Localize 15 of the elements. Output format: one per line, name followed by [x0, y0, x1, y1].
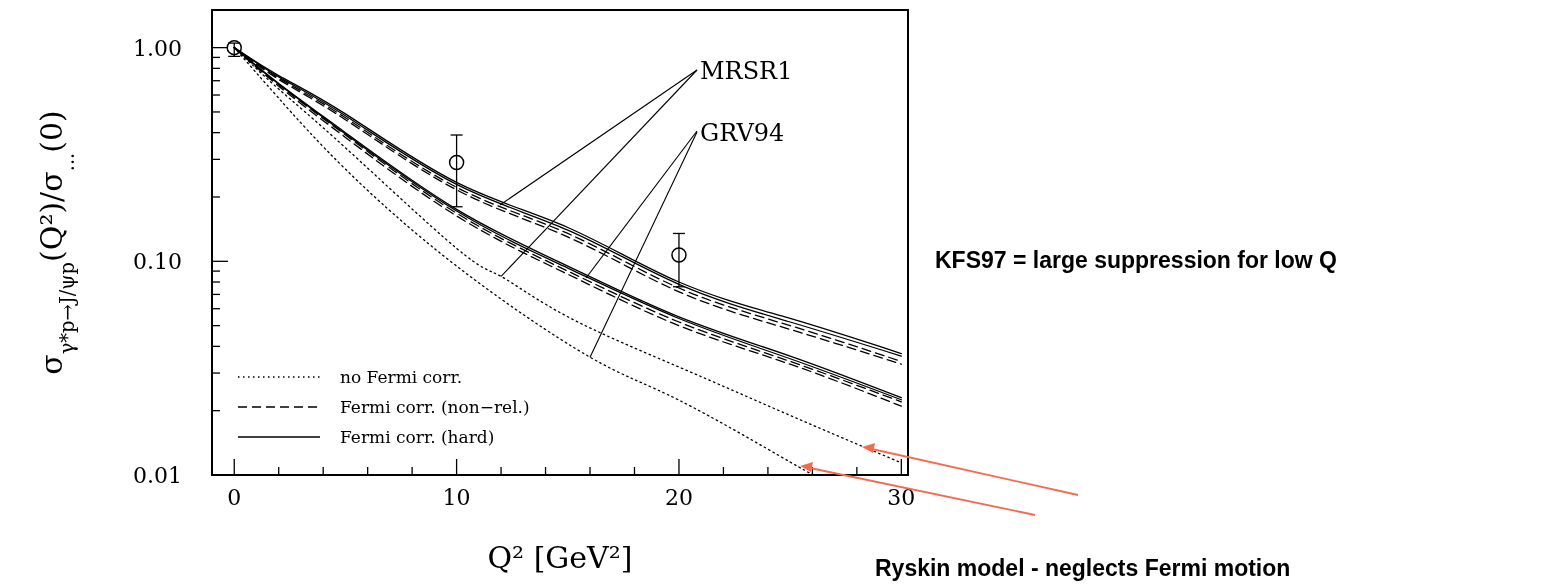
annotation: MRSR1 — [700, 57, 793, 85]
legend-label: no Fermi corr. — [340, 367, 463, 387]
x-tick-label: 10 — [442, 485, 471, 510]
y-tick-label: 1.00 — [133, 35, 182, 61]
x-axis-title: Q² [GeV²] — [487, 540, 633, 575]
text: Ryskin model - neglects Fermi motion — [875, 555, 1291, 581]
legend-label: Fermi corr. (hard) — [340, 427, 495, 447]
annotation: GRV94 — [700, 119, 785, 147]
text: KFS97 = large suppression for low Q — [935, 247, 1337, 273]
y-tick-label: 0.01 — [133, 463, 182, 488]
legend-label: Fermi corr. (non−rel.) — [340, 397, 530, 417]
x-tick-label: 0 — [227, 485, 242, 510]
y-tick-label: 0.10 — [133, 249, 182, 275]
x-tick-label: 30 — [887, 485, 916, 510]
x-tick-label: 20 — [664, 485, 693, 510]
